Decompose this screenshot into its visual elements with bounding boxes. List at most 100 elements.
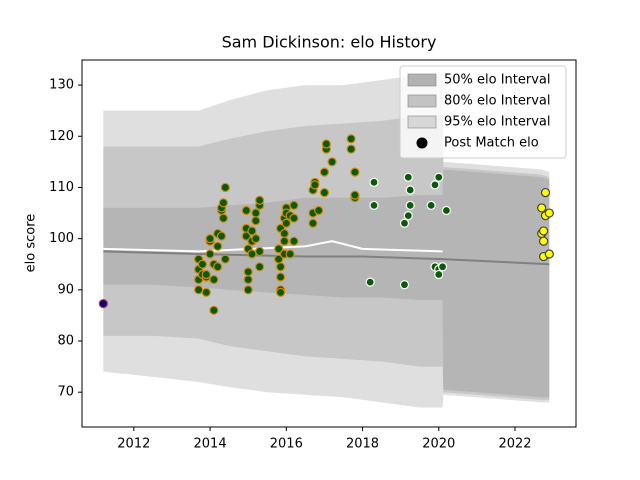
elo-point <box>434 269 444 280</box>
elo-point <box>430 180 440 190</box>
chart-title: Sam Dickinson: elo History <box>222 33 437 52</box>
elo-point <box>251 208 261 218</box>
elo-point <box>346 144 356 154</box>
legend-swatch <box>408 74 436 86</box>
elo-point <box>241 205 251 216</box>
elo-line <box>103 240 443 253</box>
elo-point <box>275 287 286 297</box>
elo-point <box>218 198 229 208</box>
elo-point <box>289 213 299 223</box>
elo-point <box>405 200 415 210</box>
elo-point <box>289 200 299 210</box>
elo-point <box>255 262 265 272</box>
elo-point <box>247 226 257 236</box>
y-tick-label: 80 <box>57 334 74 349</box>
elo-point <box>539 226 549 236</box>
elo-point <box>289 236 299 246</box>
legend-label: Post Match elo <box>444 136 539 151</box>
elo-point <box>537 203 547 213</box>
elo-point <box>350 190 360 200</box>
elo-point <box>279 228 290 239</box>
elo-point <box>251 234 261 244</box>
legend-swatch <box>408 95 436 107</box>
elo-point <box>369 200 379 210</box>
legend-marker <box>416 137 428 149</box>
axes-frame <box>81 59 577 428</box>
elo-point <box>319 187 330 198</box>
elo-point <box>255 246 265 257</box>
elo-point <box>285 249 295 259</box>
elo-point <box>399 280 410 290</box>
x-tick-label: 2020 <box>422 437 455 452</box>
elo-point <box>205 234 215 244</box>
elo-point <box>434 172 444 182</box>
elo-point <box>243 267 253 277</box>
elo-line <box>103 250 550 266</box>
elo-point <box>243 285 253 295</box>
elo-point <box>209 274 219 285</box>
elo-point <box>241 231 251 241</box>
y-tick-label: 100 <box>49 231 74 246</box>
x-tick-label: 2018 <box>346 437 379 452</box>
elo-point <box>426 200 436 210</box>
y-tick-label: 120 <box>49 129 74 144</box>
legend-box <box>399 65 567 159</box>
legend-swatch <box>407 94 437 108</box>
elo-point <box>275 272 286 282</box>
elo-point <box>216 231 227 241</box>
elo-point <box>201 269 211 280</box>
y-tick-label: 110 <box>49 180 74 195</box>
elo-point <box>220 182 230 193</box>
elo-point <box>243 274 253 285</box>
elo-point <box>275 262 286 272</box>
y-tick-label: 90 <box>57 282 74 297</box>
elo-point <box>403 211 413 221</box>
elo-point <box>218 213 229 223</box>
elo-point <box>213 241 223 251</box>
y-tick-label: 70 <box>57 385 74 400</box>
elo-point <box>314 205 324 216</box>
legend-swatch <box>408 74 436 86</box>
y-axis-label: elo score <box>24 214 39 273</box>
elo-point <box>399 218 410 228</box>
elo-point <box>310 180 320 190</box>
elo-point <box>327 157 337 167</box>
elo-point <box>321 139 331 149</box>
elo-point <box>274 244 284 254</box>
elo-point <box>197 259 208 269</box>
elo-point <box>194 285 204 295</box>
elo-point <box>281 218 291 228</box>
x-tick-label: 2022 <box>498 437 531 452</box>
elo-point <box>98 299 108 309</box>
elo-point <box>213 262 223 272</box>
elo-point <box>405 185 415 195</box>
elo-point <box>539 236 549 246</box>
legend-label: 50% elo Interval <box>444 73 551 88</box>
elo-point <box>255 195 265 205</box>
x-tick-label: 2012 <box>117 437 150 452</box>
elo-point <box>346 134 356 144</box>
elo-point <box>544 208 554 218</box>
legend-swatch <box>407 115 437 129</box>
elo-point <box>350 167 360 177</box>
elo-point <box>540 187 551 198</box>
legend: 50% elo Interval 80% elo Interval 95% elo … <box>399 65 567 159</box>
elo-point <box>220 254 230 264</box>
elo-point <box>441 205 452 216</box>
elo-point <box>279 236 290 246</box>
elo-point <box>247 249 257 259</box>
elo-point <box>308 218 318 228</box>
elo-point <box>251 216 261 226</box>
y-tick-label: 130 <box>49 78 74 93</box>
x-tick-label: 2014 <box>194 437 227 452</box>
legend-label: 80% elo Interval <box>444 94 551 109</box>
elo-point <box>205 249 215 259</box>
interval-band <box>103 169 550 398</box>
elo-point <box>365 277 375 287</box>
elo-point <box>201 287 211 297</box>
legend-swatch <box>407 73 437 87</box>
elo-point <box>544 249 554 259</box>
elo-point <box>403 172 413 182</box>
elo-point <box>369 177 379 187</box>
